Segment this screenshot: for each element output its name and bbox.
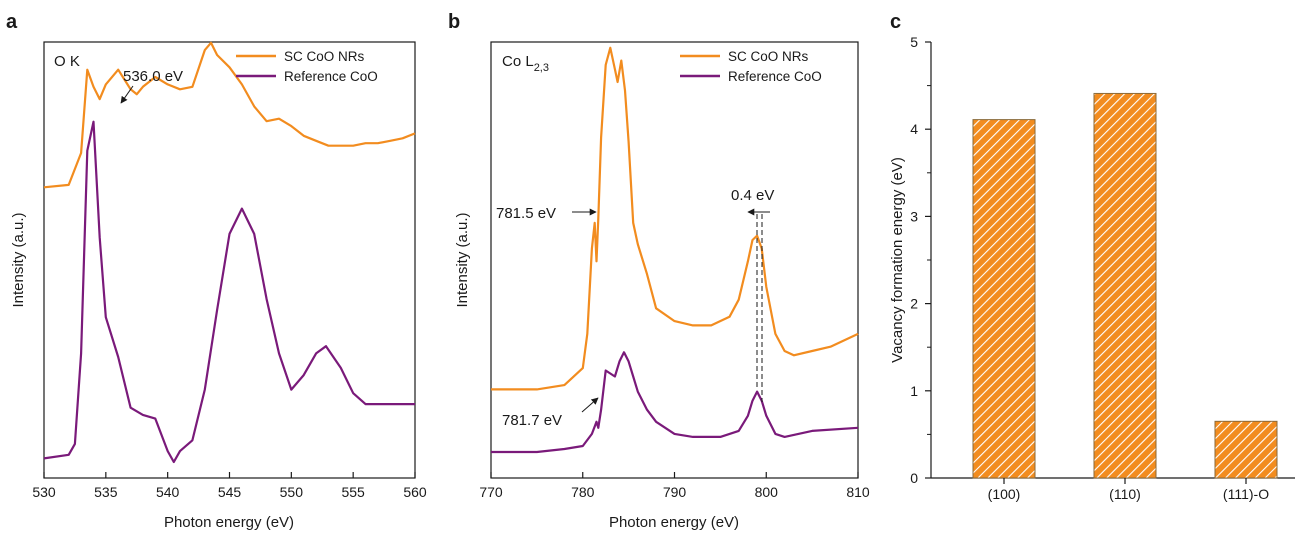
- panel-a-series-line-sc-coo-nrs: [43, 41, 416, 189]
- panel-a-series-line-reference-coo: [43, 120, 415, 464]
- panel-b-annotation-781-5: 781.5 eV: [496, 205, 556, 222]
- panel-b-series-line-sc-coo-nrs: [491, 46, 859, 391]
- panel-b-x-tick-label: 780: [571, 484, 595, 500]
- panel-a-annotation-536: 536.0 eV: [123, 68, 183, 85]
- panel-b-annotation-arrow-781-7: [581, 397, 599, 413]
- panel-c-y-tick-label: 4: [910, 121, 918, 137]
- panel-a-x-label: Photon energy (eV): [164, 514, 294, 531]
- panel-c-y-tick-label: 1: [910, 383, 918, 399]
- panel-c: c 0 1 2 3 4 5 (100) (110) (111)-O Vacancy forma…: [889, 11, 1295, 502]
- panel-b-x-label: Photon energy (eV): [609, 514, 739, 531]
- panel-a-annotation-arrow: [120, 85, 134, 104]
- panel-c-y-tick-label: 5: [910, 34, 918, 50]
- panel-c-x-tick-label: (110): [1109, 486, 1141, 502]
- panel-a-x-tick-label: 535: [94, 484, 118, 500]
- panel-c-y-tick-label: 0: [910, 470, 918, 486]
- panel-b-x-ticks: 770 780 790 800 810: [479, 472, 870, 500]
- panel-b-x-tick-label: 810: [846, 484, 870, 500]
- panel-a-x-tick-label: 555: [341, 484, 365, 500]
- panel-c-bar-110: [1093, 92, 1157, 479]
- panel-a-x-tick-label: 545: [218, 484, 242, 500]
- panel-b-x-tick-label: 800: [755, 484, 779, 500]
- panel-a-x-tick-label: 540: [156, 484, 180, 500]
- panel-a-frame: [43, 41, 416, 479]
- panel-a-inset-label: O K: [54, 53, 80, 70]
- panel-a-x-tick-label: 530: [32, 484, 56, 500]
- panel-c-bar-100: [972, 119, 1036, 479]
- panel-b-y-label: Intensity (a.u.): [454, 212, 471, 307]
- panel-c-bars: (100) (110) (111)-O: [972, 92, 1278, 502]
- panel-a-x-tick-label: 550: [280, 484, 304, 500]
- panel-c-x-tick-label: (111)-O: [1223, 486, 1269, 502]
- panel-b-plot: [491, 46, 859, 454]
- panel-b-x-tick-label: 770: [479, 484, 503, 500]
- panel-b-letter: b: [448, 11, 460, 33]
- panel-a-plot: [43, 41, 416, 464]
- panel-a-x-ticks: 530 535 540 545 550 555 560: [32, 472, 427, 500]
- panel-c-bar-111-o: [1214, 420, 1278, 479]
- panel-b-annotation-0-4: 0.4 eV: [731, 187, 774, 204]
- panel-c-y-ticks: 0 1 2 3 4 5: [910, 34, 931, 486]
- panel-b-legend-reference-coo: Reference CoO: [728, 69, 822, 84]
- panel-a-legend-sc-coo: SC CoO NRs: [284, 49, 365, 64]
- panel-a-legend-reference-coo: Reference CoO: [284, 69, 378, 84]
- panel-b-x-tick-label: 790: [663, 484, 687, 500]
- panel-c-y-tick-label: 3: [910, 208, 918, 224]
- panel-a-x-tick-label: 560: [403, 484, 427, 500]
- panel-b: b 770 780 790 800 810 Photon energy (eV) Int…: [448, 11, 870, 531]
- panel-a: a 530 535 540 545 550 555 560 Photon energy (e…: [6, 11, 427, 531]
- panel-c-x-tick-label: (100): [988, 486, 1021, 502]
- panel-b-legend-sc-coo: SC CoO NRs: [728, 49, 809, 64]
- panel-b-inset-label: Co L2,3: [502, 53, 549, 74]
- panel-a-letter: a: [6, 11, 18, 33]
- panel-c-letter: c: [890, 11, 901, 33]
- panel-b-series-line-reference-coo: [491, 351, 859, 454]
- panel-c-y-tick-label: 2: [910, 296, 918, 312]
- panel-b-annotation-781-7: 781.7 eV: [502, 412, 562, 429]
- panel-c-y-label: Vacancy formation energy (eV): [889, 157, 906, 363]
- panel-a-y-label: Intensity (a.u.): [10, 212, 27, 307]
